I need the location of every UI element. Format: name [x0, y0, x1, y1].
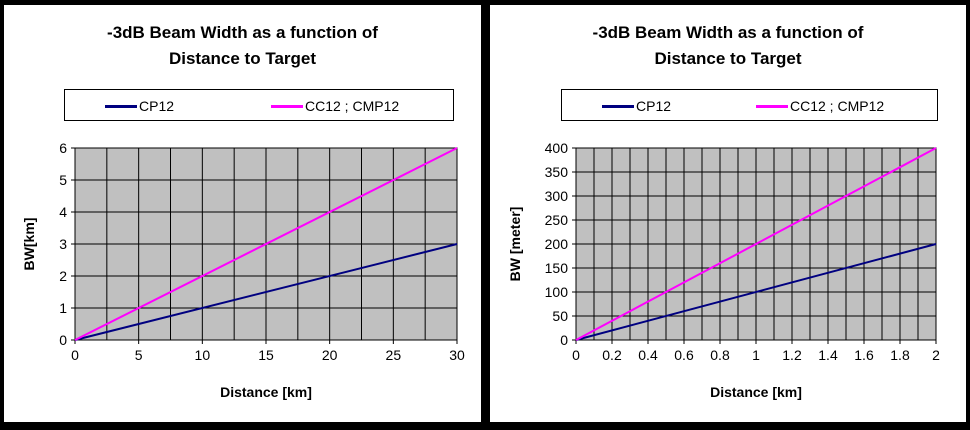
chart-plot-svg: 0 0.2 0.4 0.6 0.8 1 1.2 1.4 1.6 1.8 2 0 50 100 150 200 2… — [507, 140, 940, 400]
x-tick-label: 0 — [572, 347, 580, 363]
x-tick-label: 25 — [386, 347, 402, 363]
series-line-cp12 — [575, 243, 937, 341]
x-tick-label: 0.4 — [638, 347, 658, 363]
legend-label-cc12-cmp12: CC12 ; CMP12 — [305, 98, 400, 114]
y-tick-label: 4 — [59, 204, 67, 220]
x-tick-label: 1.6 — [854, 347, 874, 363]
series-line-cp12 — [74, 243, 458, 341]
x-tick-label: 20 — [322, 347, 338, 363]
series-line-cc12-cmp12 — [575, 147, 937, 341]
chart-title-line-2: Distance to Target — [168, 49, 317, 68]
legend-label-cp12: CP12 — [139, 98, 175, 114]
x-axis-title: Distance [km] — [710, 384, 802, 400]
y-tick-label: 5 — [59, 172, 67, 188]
x-tick-label: 5 — [135, 347, 143, 363]
x-axis-title: Distance [km] — [220, 384, 312, 400]
legend-swatch-cc12-cmp12 — [271, 105, 303, 108]
legend-swatch-cp12 — [602, 105, 634, 108]
y-tick-label: 350 — [545, 164, 569, 180]
y-tick-label: 0 — [59, 332, 67, 348]
chart-title-line-2: Distance to Target — [654, 49, 802, 68]
y-tick-label: 150 — [545, 260, 569, 276]
legend-swatch-cp12 — [105, 105, 137, 108]
y-tick-label: 400 — [545, 140, 569, 156]
chart-title-line-1: -3dB Beam Width as a function of — [107, 23, 378, 42]
x-tick-label: 0.2 — [602, 347, 622, 363]
x-tick-label: 0 — [71, 347, 79, 363]
y-tick-label: 0 — [560, 332, 568, 348]
y-tick-label: 1 — [59, 300, 67, 316]
chart-title-line-1: -3dB Beam Width as a function of — [592, 23, 864, 42]
y-tick-label: 2 — [59, 268, 67, 284]
y-tick-label: 6 — [59, 140, 67, 156]
y-tick-label: 3 — [59, 236, 67, 252]
y-axis-title: BW [meter] — [507, 207, 523, 282]
y-tick-label: 200 — [545, 236, 569, 252]
chart-plot-svg: 0 5 10 15 20 25 30 0 1 2 3 4 5 6 Distance [km] BW[km] — [21, 140, 465, 400]
chart-panel-right: -3dB Beam Width as a function of Distanc… — [490, 5, 966, 422]
y-tick-label: 250 — [545, 212, 569, 228]
y-tick-label: 300 — [545, 188, 569, 204]
x-tick-label: 0.6 — [674, 347, 694, 363]
legend-label-cc12-cmp12: CC12 ; CMP12 — [790, 98, 885, 114]
x-tick-label: 15 — [258, 347, 274, 363]
x-tick-label: 1.8 — [890, 347, 910, 363]
y-axis-title: BW[km] — [21, 218, 37, 271]
series-line-cc12-cmp12 — [74, 147, 458, 341]
chart-legend: CP12 CC12 ; CMP12 — [561, 89, 938, 121]
x-tick-label: 10 — [195, 347, 211, 363]
x-tick-label: 1 — [752, 347, 760, 363]
legend-label-cp12: CP12 — [636, 98, 672, 114]
y-tick-label: 50 — [552, 308, 568, 324]
chart-panel-left: -3dB Beam Width as a function of Distanc… — [4, 5, 481, 422]
chart-legend: CP12 CC12 ; CMP12 — [64, 89, 454, 121]
y-tick-label: 100 — [545, 284, 569, 300]
x-tick-label: 1.2 — [782, 347, 802, 363]
x-tick-label: 1.4 — [818, 347, 838, 363]
x-tick-label: 2 — [932, 347, 940, 363]
x-tick-label: 30 — [449, 347, 465, 363]
legend-swatch-cc12-cmp12 — [756, 105, 788, 108]
x-tick-label: 0.8 — [710, 347, 730, 363]
